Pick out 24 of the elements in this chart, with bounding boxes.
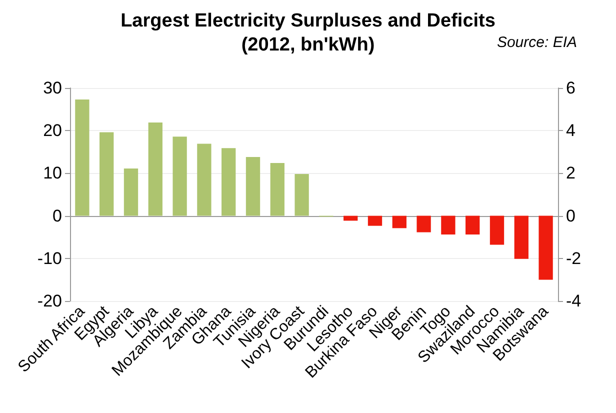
y-tick-label: 20	[43, 121, 62, 140]
y2-tick-label: -4	[566, 292, 582, 310]
bar	[100, 132, 114, 216]
bar	[222, 148, 236, 216]
y2-tick-label: 2	[566, 164, 576, 183]
y2-tick-label: 4	[566, 121, 576, 140]
y-tick-label: 10	[43, 164, 62, 183]
y2-tick-label: -2	[566, 248, 582, 268]
y-tick-label: 30	[43, 78, 62, 98]
y-tick-label: -20	[37, 292, 62, 310]
bar	[197, 144, 212, 216]
bar	[75, 100, 90, 216]
bar	[294, 174, 309, 216]
bar	[270, 162, 284, 216]
y2-tick-label: 0	[566, 206, 576, 226]
bar	[148, 122, 162, 216]
bar	[124, 168, 138, 216]
y-tick-label: 0	[52, 206, 62, 226]
bar	[172, 136, 187, 216]
chart-title: Largest Electricity Surpluses and Deficits (2012, bn'kWh)	[120, 10, 496, 56]
y-tick-label: -10	[37, 248, 62, 268]
y2-tick-label: 6	[566, 78, 576, 98]
bar	[246, 157, 260, 216]
source-note: Source: EIA	[496, 34, 578, 51]
